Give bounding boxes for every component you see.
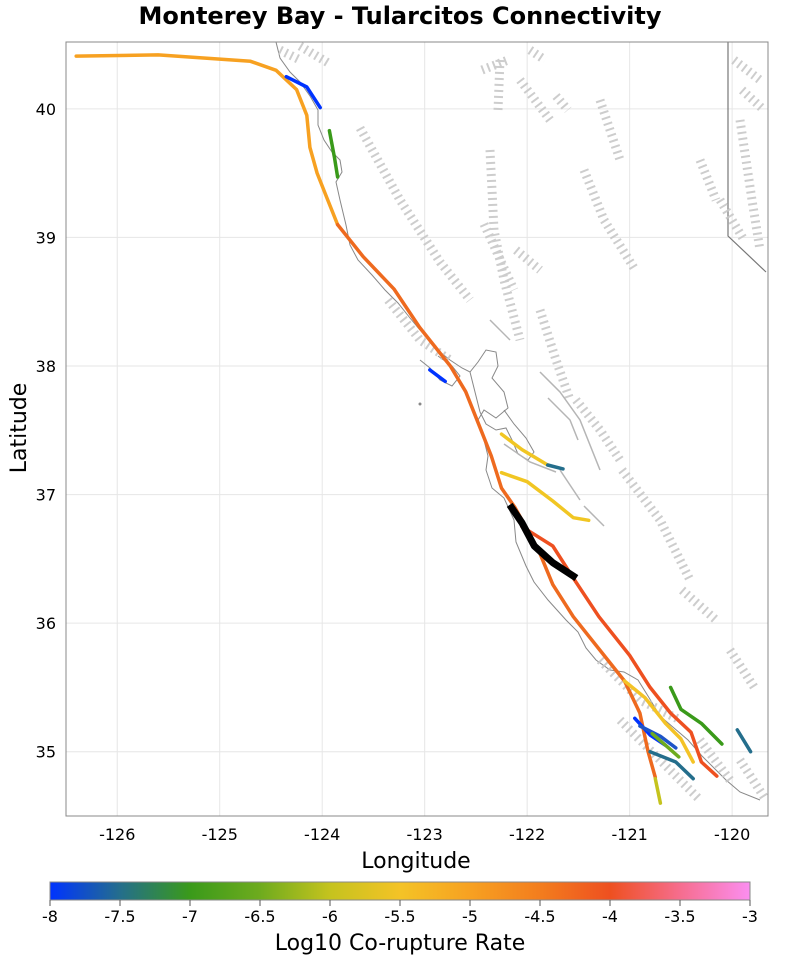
colorbar-tick-label: -3.5	[664, 907, 695, 926]
y-tick-label: 35	[36, 743, 56, 762]
chart-title: Monterey Bay - Tularcitos Connectivity	[138, 2, 662, 30]
colorbar-tick-label: -5	[462, 907, 478, 926]
colorbar-tick-label: -5.5	[384, 907, 415, 926]
colorbar-title: Log10 Co-rupture Rate	[275, 931, 526, 956]
connected-section-12	[735, 728, 753, 754]
connected-section-7	[499, 432, 550, 467]
connected-section-15	[650, 731, 681, 759]
connected-section-5	[520, 524, 719, 778]
connected-section-16	[648, 749, 695, 781]
y-tick-label: 39	[36, 228, 56, 247]
x-tick-label: -125	[202, 825, 238, 844]
x-tick-label: -120	[714, 825, 750, 844]
x-tick-label: -123	[407, 825, 443, 844]
bay-outline	[469, 371, 535, 461]
x-tick-label: -126	[99, 825, 135, 844]
connected-section-8	[545, 463, 565, 471]
connected-section-14	[638, 724, 678, 750]
colorbar-tick-label: -7	[182, 907, 198, 926]
colorbar-tick-label: -4.5	[524, 907, 555, 926]
plot-frame	[65, 41, 769, 817]
island-marker	[418, 402, 422, 406]
state-border	[727, 42, 767, 273]
grid-lines	[66, 42, 768, 816]
fault-traces	[489, 319, 605, 527]
colorbar	[49, 881, 751, 901]
colorbar-tick-label: -3	[742, 907, 758, 926]
x-axis-ticks: -126 -125 -124 -123 -122 -121 -120	[99, 825, 750, 844]
x-axis-title: Longitude	[361, 849, 470, 874]
y-tick-label: 37	[36, 486, 56, 505]
coastline-outline	[275, 41, 761, 801]
source-section-line	[506, 502, 579, 582]
y-tick-label: 38	[36, 357, 56, 376]
y-tick-label: 36	[36, 614, 56, 633]
colorbar-tick-label: -6	[322, 907, 338, 926]
colorbar-tick-label: -7.5	[104, 907, 135, 926]
colorbar-tick-label: -8	[42, 907, 58, 926]
y-tick-label: 40	[36, 100, 56, 119]
connected-section-4	[335, 222, 658, 780]
colorbar-tick-label: -4	[602, 907, 618, 926]
basemap-layer	[275, 41, 770, 804]
colorbar-tick-label: -6.5	[244, 907, 275, 926]
connected-sections	[74, 53, 753, 805]
colorbar-ticks: -8 -7.5 -7 -6.5 -6 -5.5 -5 -4.5 -4 -3.5 -3	[42, 900, 758, 926]
connected-section-1	[74, 53, 340, 227]
fault-section-outlines	[277, 42, 770, 804]
connected-section-2	[284, 74, 322, 110]
x-tick-label: -121	[611, 825, 647, 844]
connected-section-11	[668, 685, 724, 746]
y-axis-ticks: 35 36 37 38 39 40	[36, 100, 56, 762]
connected-section-3	[327, 128, 340, 179]
x-tick-label: -124	[304, 825, 340, 844]
connected-section-10	[622, 679, 695, 764]
x-tick-label: -122	[509, 825, 545, 844]
connected-section-17	[653, 776, 663, 805]
connected-section-9	[499, 470, 591, 523]
source-section	[506, 502, 579, 582]
connected-section-6	[428, 368, 447, 384]
y-axis-title: Latitude	[7, 383, 32, 474]
